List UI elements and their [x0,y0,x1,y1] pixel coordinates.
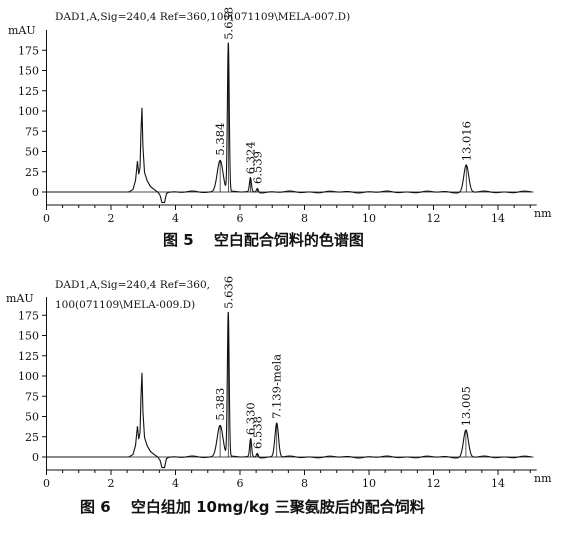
x-tick-label: 12 [427,477,441,490]
x-tick-label: 4 [172,212,179,225]
y-tick-label: 100 [18,105,39,118]
y-tick-label: 75 [25,125,39,138]
x-tick-label: 4 [172,477,179,490]
peak-label: 5.636 [221,276,235,309]
chart-header-line: DAD1,A,Sig=240,4 Ref=360, [55,279,210,291]
peak-label: 6.330 [244,402,258,435]
y-tick-label: 25 [25,166,39,179]
figure-caption: 图 6 空白组加 10mg/kg 三聚氨胺后的配合饲料 [80,498,425,516]
y-tick-label: 50 [25,411,39,424]
x-tick-label: 8 [301,212,308,225]
x-tick-label: 0 [43,477,50,490]
y-tick-label: 100 [18,370,39,383]
y-tick-label: 75 [25,390,39,403]
peak-label: 6.539 [250,151,264,184]
peak-label: 13.005 [459,386,473,426]
peak-label: 13.016 [459,121,473,161]
y-tick-label: 150 [18,330,39,343]
y-tick-label: 0 [32,186,39,199]
y-tick-label: 125 [18,350,39,363]
y-tick-label: 125 [18,85,39,98]
x-tick-label: 6 [237,212,244,225]
peak-label: 6.538 [250,416,264,449]
y-tick-label: 175 [18,309,39,322]
peak-label: 6.324 [243,141,257,174]
peak-label: 5.384 [213,123,227,156]
y-axis-label: mAU [8,24,36,37]
x-tick-label: 0 [43,212,50,225]
peak-label: 5.638 [221,7,235,40]
x-axis-label: nm [534,207,552,220]
y-tick-label: 150 [18,65,39,78]
y-axis-label: mAU [6,292,34,305]
y-tick-label: 50 [25,146,39,159]
x-tick-label: 10 [362,212,376,225]
y-tick-label: 25 [25,431,39,444]
x-tick-label: 6 [237,477,244,490]
peak-label: 7.139-mela [270,354,284,419]
chart-header-line: DAD1,A,Sig=240,4 Ref=360,100(071109\MELA… [55,11,350,23]
x-tick-label: 14 [491,477,505,490]
figure-caption: 图 5 空白配合饲料的色谱图 [163,231,364,249]
chart-panel-1: DAD1,A,Sig=240,4 Ref=360,100(071109\MELA… [8,7,552,249]
y-tick-label: 175 [18,44,39,57]
x-tick-label: 10 [362,477,376,490]
y-tick-label: 0 [32,451,39,464]
chart-panel-2: DAD1,A,Sig=240,4 Ref=360, 100(071109\MELA… [6,276,552,516]
x-tick-label: 8 [301,477,308,490]
x-tick-label: 2 [108,212,115,225]
chart-header-line: 100(071109\MELA-009.D) [55,299,195,311]
x-tick-label: 12 [427,212,441,225]
peak-label: 5.383 [213,388,227,421]
chromatogram-series-line [46,42,532,204]
x-tick-label: 2 [108,477,115,490]
chromatogram-series-line [46,311,532,469]
x-tick-label: 14 [491,212,505,225]
x-axis-label: nm [534,472,552,485]
